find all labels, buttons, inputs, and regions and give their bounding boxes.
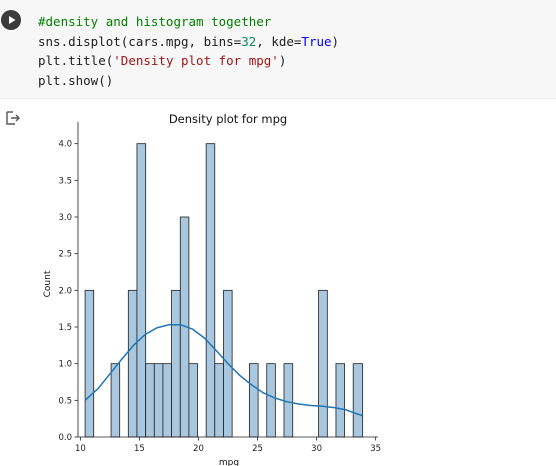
histogram-bar <box>318 289 328 438</box>
y-tick-label: 3.0 <box>58 213 72 223</box>
code-token: sns.displot(cars.mpg, bins= <box>38 33 242 49</box>
histogram-bar <box>214 363 224 438</box>
run-cell-button[interactable] <box>1 10 21 30</box>
chart-title: Density plot for mpg <box>169 112 287 126</box>
y-tick-label: 0.0 <box>58 433 72 443</box>
kde-line <box>84 324 363 417</box>
y-tick-label: 3.5 <box>58 176 72 186</box>
histogram-bar <box>145 363 155 438</box>
code-token: ) <box>278 53 287 68</box>
histogram-bar <box>110 363 121 438</box>
histogram-bar <box>188 363 198 438</box>
y-tick-label: 1.0 <box>58 360 72 370</box>
histogram-bar <box>136 143 147 438</box>
x-tick-label: 30 <box>311 444 322 454</box>
y-axis-label: Count <box>43 270 53 297</box>
play-icon <box>9 16 16 24</box>
histogram-bar <box>248 363 259 438</box>
histogram-bar <box>335 363 345 438</box>
y-tick-label: 1.5 <box>58 323 72 333</box>
code-cell[interactable]: #density and histogram together sns.disp… <box>0 0 556 99</box>
histogram-bar <box>84 289 95 438</box>
output-arrow-icon[interactable] <box>4 110 22 126</box>
code-token: , kde= <box>256 33 302 49</box>
histogram-bar <box>127 289 138 438</box>
code-string: 'Density plot for mpg' <box>113 53 279 68</box>
code-token: ) <box>331 33 340 49</box>
code-token: plt.title( <box>38 53 114 68</box>
y-tick-label: 4.0 <box>58 140 72 150</box>
code-number: 32 <box>241 33 257 49</box>
histogram-bar <box>205 143 216 438</box>
histogram-bar <box>266 363 276 438</box>
code-editor[interactable]: #density and histogram together sns.disp… <box>38 12 339 90</box>
code-comment: #density and histogram together <box>38 14 272 29</box>
histogram-bar <box>352 363 364 438</box>
x-tick-label: 35 <box>370 444 381 454</box>
x-tick-label: 25 <box>252 444 263 454</box>
x-tick-label: 20 <box>193 444 204 454</box>
histogram-bar <box>171 289 181 438</box>
x-tick-label: 15 <box>134 444 145 454</box>
histogram-bar <box>162 363 172 438</box>
code-line: plt.show() <box>38 72 114 88</box>
density-histogram-chart: Density plot for mpg 0.0 0.5 1.0 1.5 2.0 2.5 3… <box>43 112 381 466</box>
x-axis-label: mpg <box>219 458 239 466</box>
y-tick-label: 0.5 <box>58 396 72 406</box>
x-tick-label: 10 <box>75 444 86 454</box>
histogram-bar <box>153 363 164 438</box>
code-keyword: True <box>301 33 332 49</box>
y-tick-label: 2.5 <box>58 250 72 260</box>
histogram-bar <box>283 363 294 438</box>
y-tick-label: 2.0 <box>58 286 72 296</box>
